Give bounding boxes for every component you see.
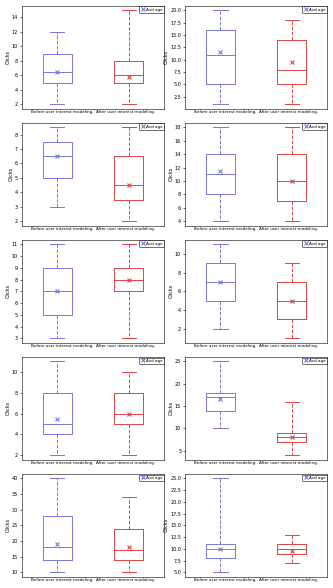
Legend: Avd age: Avd age — [302, 240, 327, 247]
Y-axis label: Clicks: Clicks — [6, 284, 11, 298]
X-axis label: Before user interest modeling.  After user interest modeling.: Before user interest modeling. After use… — [194, 462, 318, 465]
Y-axis label: Clicks: Clicks — [168, 284, 173, 298]
X-axis label: Before user interest modeling.  After user interest modeling.: Before user interest modeling. After use… — [31, 345, 155, 348]
Y-axis label: Clicks: Clicks — [9, 167, 14, 181]
Y-axis label: Clicks: Clicks — [6, 50, 11, 64]
X-axis label: Before user interest modeling.  After user interest modeling.: Before user interest modeling. After use… — [194, 111, 318, 114]
Y-axis label: Clicks: Clicks — [164, 50, 169, 64]
Legend: Avd age: Avd age — [302, 6, 327, 13]
Y-axis label: Clicks: Clicks — [168, 401, 173, 415]
Legend: Avd age: Avd age — [140, 6, 164, 13]
Legend: Avd age: Avd age — [302, 358, 327, 364]
X-axis label: Before user interest modeling.  After user interest modeling.: Before user interest modeling. After use… — [194, 345, 318, 348]
Legend: Avd age: Avd age — [140, 358, 164, 364]
Y-axis label: Clicks: Clicks — [164, 519, 169, 533]
Legend: Avd age: Avd age — [140, 475, 164, 481]
Legend: Avd age: Avd age — [302, 123, 327, 130]
X-axis label: Before user interest modeling.  After user interest modeling.: Before user interest modeling. After use… — [194, 579, 318, 583]
Legend: Avd age: Avd age — [140, 240, 164, 247]
X-axis label: Before user interest modeling.  After user interest modeling.: Before user interest modeling. After use… — [31, 462, 155, 465]
X-axis label: Before user interest modeling.  After user interest modeling.: Before user interest modeling. After use… — [31, 111, 155, 114]
Legend: Avd age: Avd age — [302, 475, 327, 481]
Y-axis label: Clicks: Clicks — [6, 519, 11, 533]
X-axis label: Before user interest modeling.  After user interest modeling.: Before user interest modeling. After use… — [31, 228, 155, 231]
Y-axis label: Clicks: Clicks — [6, 401, 11, 415]
Legend: Avd age: Avd age — [140, 123, 164, 130]
Y-axis label: Clicks: Clicks — [168, 167, 173, 181]
X-axis label: Before user interest modeling.  After user interest modeling.: Before user interest modeling. After use… — [31, 579, 155, 583]
X-axis label: Before user interest modeling.  After user interest modeling.: Before user interest modeling. After use… — [194, 228, 318, 231]
